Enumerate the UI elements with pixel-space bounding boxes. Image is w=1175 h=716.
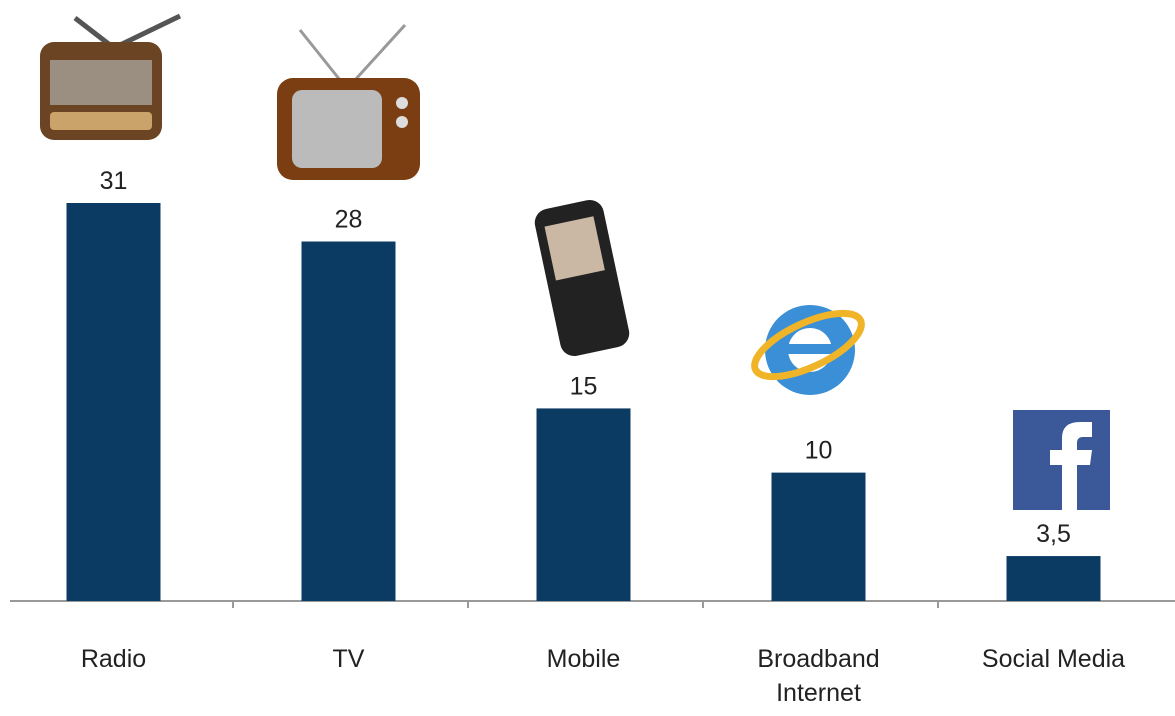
value-label: 3,5: [1036, 520, 1071, 548]
x-tick-label: Mobile: [546, 645, 621, 673]
x-tick-label: Social Media: [981, 645, 1126, 673]
bar: [536, 408, 631, 601]
radio-icon: [40, 13, 182, 140]
x-tick-label: Radio: [80, 645, 147, 673]
value-label: 31: [100, 167, 128, 195]
value-label: 28: [335, 206, 363, 234]
x-tick-label: TV: [332, 645, 365, 673]
value-label: 10: [805, 437, 833, 465]
mobile-icon: [534, 199, 630, 357]
bar: [1006, 556, 1101, 601]
bar: [301, 241, 396, 602]
tv-icon: [277, 23, 420, 180]
x-tick-label: Broadband Internet: [757, 645, 880, 707]
internet-icon: [751, 305, 865, 395]
bar: [66, 203, 161, 601]
facebook-icon: [1013, 410, 1110, 510]
value-label: 15: [570, 372, 598, 400]
bar: [771, 472, 866, 601]
